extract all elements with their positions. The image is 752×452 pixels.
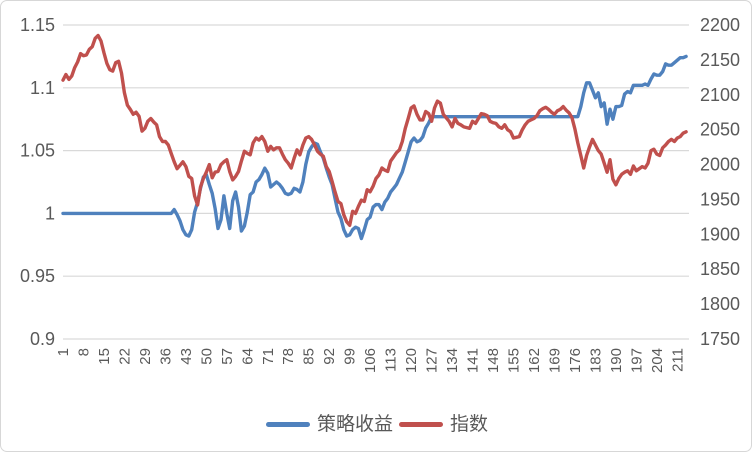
y-right-tick-label: 1950	[700, 189, 740, 209]
x-tick-label: 197	[628, 348, 645, 373]
x-tick-label: 15	[96, 348, 113, 365]
x-tick-label: 36	[157, 348, 174, 365]
x-tick-label: 106	[362, 348, 379, 373]
x-tick-label: 71	[260, 348, 277, 365]
x-tick-label: 176	[567, 348, 584, 373]
x-tick-label: 22	[116, 348, 133, 365]
strategy-return-line-swatch	[265, 421, 310, 427]
x-tick-label: 113	[383, 348, 400, 372]
legend: 策略收益 指数	[1, 407, 751, 441]
x-tick-label: 43	[178, 348, 195, 365]
x-tick-label: 155	[506, 348, 523, 373]
legend-item-strategy-return: 策略收益	[265, 413, 393, 435]
y-left-tick-label: 1.15	[20, 15, 55, 35]
y-left-tick-label: 0.95	[20, 266, 55, 286]
y-right-tick-label: 1750	[700, 329, 740, 349]
x-tick-label: 183	[587, 348, 604, 373]
y-right-tick-label: 2100	[700, 85, 740, 105]
x-tick-label: 162	[526, 348, 543, 373]
y-right-tick-label: 2150	[700, 50, 740, 70]
x-tick-label: 148	[485, 348, 502, 373]
x-tick-label: 204	[649, 348, 666, 373]
legend-label-index: 指数	[450, 413, 489, 435]
x-tick-label: 57	[219, 348, 236, 365]
strategy-return-line	[61, 54, 688, 241]
x-tick-label: 190	[608, 348, 625, 373]
y-right-tick-label: 1900	[700, 224, 740, 244]
x-tick-label: 8	[76, 348, 93, 356]
x-tick-label: 85	[301, 348, 318, 365]
x-tick-label: 78	[280, 348, 297, 365]
x-tick-label: 134	[444, 348, 461, 373]
x-tick-label: 120	[403, 348, 420, 373]
x-tick-label: 50	[198, 348, 215, 365]
x-tick-label: 127	[424, 348, 441, 373]
x-tick-label: 99	[342, 348, 359, 365]
y-right-tick-label: 1850	[700, 259, 740, 279]
legend-label-strategy-return: 策略收益	[316, 413, 393, 435]
y-left-tick-label: 1.05	[20, 141, 55, 161]
x-tick-label: 92	[321, 348, 338, 365]
x-tick-label: 29	[137, 348, 154, 365]
y-left-tick-label: 0.9	[30, 329, 55, 349]
x-tick-label: 141	[465, 348, 482, 373]
index-line-swatch	[399, 421, 443, 427]
x-tick-label: 169	[546, 348, 563, 373]
legend-item-index: 指数	[399, 415, 488, 434]
x-tick-label: 1	[55, 348, 72, 356]
y-right-tick-label: 2050	[700, 120, 740, 140]
index-line	[61, 33, 688, 228]
y-right-tick-label: 2000	[700, 155, 740, 175]
y-right-tick-label: 1800	[700, 294, 740, 314]
x-tick-label: 64	[239, 348, 256, 365]
y-left-tick-label: 1.1	[30, 78, 55, 98]
x-tick-label: 211	[669, 348, 686, 372]
y-left-tick-label: 1	[45, 203, 55, 223]
dual-axis-line-chart: 1.15 1.1 1.05 1 0.95 0.9 2200 2150 2100 2050 2000 1…	[20, 15, 740, 373]
y-right-tick-label: 2200	[700, 15, 740, 35]
